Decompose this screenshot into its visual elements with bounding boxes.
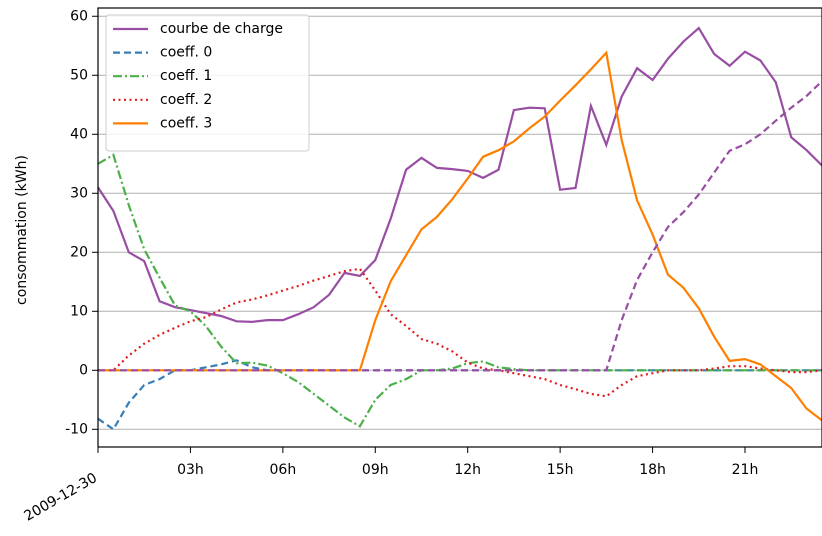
series-line [98,267,822,398]
y-axis-label: consommation (kWh) [14,155,30,305]
legend-label: coeff. 2 [160,92,212,108]
x-tick-label: 03h [177,462,204,478]
legend-label: courbe de charge [160,21,283,37]
x-tick-label: 15h [547,462,574,478]
legend-label: coeff. 0 [160,45,212,61]
x-tick-label: 06h [270,462,297,478]
y-tick-label: 0 [79,362,88,378]
legend-box [105,14,310,152]
plot-frame [97,7,822,448]
y-tick-label: 20 [70,244,88,260]
x-tick-label: 09h [362,462,389,478]
legend: courbe de charge coeff. 0 coeff. 1 coeff. 2… [105,14,310,152]
series-line [97,153,822,428]
series-line [97,26,822,324]
y-tick-label: 50 [70,67,88,83]
x-tick-label: 12h [454,462,481,478]
legend-label: coeff. 1 [160,68,212,84]
legend-label: coeff. 3 [160,115,212,131]
x-tick-label: 18h [639,462,666,478]
x-tick-label: 2009-12-30 [22,470,100,525]
y-tick-label: 10 [70,303,88,319]
y-tick-label: -10 [65,421,88,437]
series-line [98,50,822,422]
y-tick-label: 40 [70,126,88,142]
y-tick-label: 30 [70,185,88,201]
x-tick-label: 21h [732,462,759,478]
y-tick-label: 60 [70,8,88,24]
